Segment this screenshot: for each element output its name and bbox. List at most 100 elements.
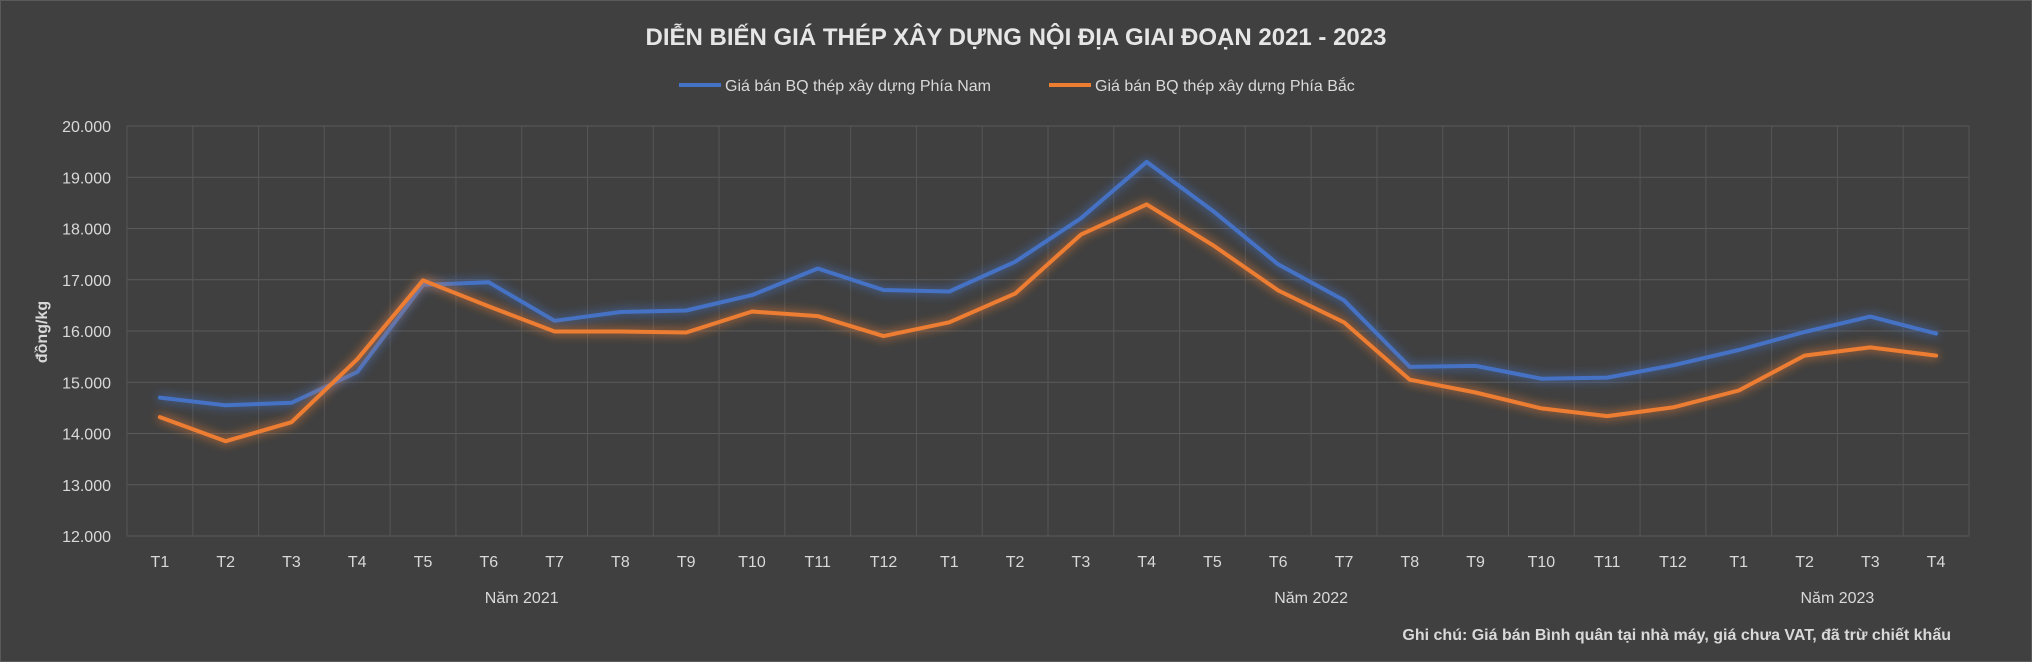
data-point-south <box>158 396 162 400</box>
data-point-south <box>618 310 622 314</box>
data-point-south <box>750 293 754 297</box>
x-tick-label: T2 <box>1006 554 1025 571</box>
chart-title: DIỄN BIẾN GIÁ THÉP XÂY DỰNG NỘI ĐỊA GIAI… <box>646 22 1387 51</box>
data-point-south <box>1079 216 1083 220</box>
data-point-north <box>224 439 228 443</box>
x-tick-label: T10 <box>738 554 766 571</box>
x-tick-label: T6 <box>1269 554 1288 571</box>
series-lines <box>157 159 1939 444</box>
data-point-south <box>1474 364 1478 368</box>
legend-label-north: Giá bán BQ thép xây dựng Phía Bắc <box>1095 76 1355 95</box>
x-tick-label: T9 <box>1466 554 1485 571</box>
y-tick-label: 16.000 <box>62 324 111 341</box>
data-point-south <box>1408 365 1412 369</box>
x-tick-label: T12 <box>1659 554 1687 571</box>
y-axis-label: đồng/kg <box>34 301 51 363</box>
y-tick-label: 17.000 <box>62 273 111 290</box>
data-point-south <box>1013 260 1017 264</box>
data-point-south <box>684 309 688 312</box>
data-point-south <box>1539 377 1543 381</box>
data-point-north <box>1474 391 1478 394</box>
data-point-north <box>882 334 886 338</box>
data-point-north <box>553 330 557 334</box>
x-tick-label: T2 <box>1795 554 1814 571</box>
y-tick-label: 15.000 <box>62 375 111 392</box>
data-point-north <box>1868 345 1872 349</box>
data-point-north <box>1342 320 1346 324</box>
data-point-north <box>1145 202 1149 206</box>
x-tick-label: T8 <box>1400 554 1419 571</box>
x-tick-label: T3 <box>1861 554 1880 571</box>
data-point-south <box>487 280 491 284</box>
data-point-south <box>816 266 820 270</box>
x-group-label: Năm 2023 <box>1801 590 1875 607</box>
data-point-north <box>618 330 622 334</box>
data-point-north <box>1605 414 1609 418</box>
x-tick-label: T8 <box>611 554 630 571</box>
series-line-north <box>157 202 1939 444</box>
y-tick-label: 13.000 <box>62 478 111 495</box>
y-axis-ticks: 12.000 13.000 14.000 15.000 16.000 17.000 18.0… <box>62 119 111 546</box>
x-tick-label: T6 <box>479 554 498 571</box>
data-point-north <box>355 357 359 361</box>
x-group-label: Năm 2021 <box>485 590 559 607</box>
data-point-south <box>1671 363 1675 367</box>
data-point-north <box>684 331 688 335</box>
legend: Giá bán BQ thép xây dựng Phía Nam Giá bá… <box>679 76 1355 95</box>
data-point-south <box>553 319 557 323</box>
data-point-north <box>1934 354 1938 358</box>
x-tick-label: T1 <box>940 554 959 571</box>
x-tick-label: T11 <box>1594 554 1620 571</box>
x-tick-label: T1 <box>151 554 170 571</box>
x-tick-label: T4 <box>1137 554 1156 571</box>
data-point-south <box>1737 348 1741 352</box>
data-point-north <box>487 304 491 308</box>
data-point-north <box>1276 289 1280 293</box>
data-point-south <box>355 370 359 374</box>
legend-label-south: Giá bán BQ thép xây dựng Phía Nam <box>725 78 991 95</box>
series-line-south <box>157 159 1939 408</box>
x-tick-label: T9 <box>677 554 696 571</box>
x-tick-label: T11 <box>805 554 831 571</box>
data-point-south <box>224 403 228 407</box>
x-tick-label: T3 <box>282 554 301 571</box>
x-tick-label: T5 <box>1203 554 1222 571</box>
data-point-north <box>816 314 820 318</box>
x-tick-label: T10 <box>1528 554 1556 571</box>
y-tick-label: 19.000 <box>62 170 111 187</box>
x-tick-label: T4 <box>1927 554 1946 571</box>
x-tick-label: T12 <box>870 554 898 571</box>
x-tick-label: T5 <box>414 554 433 571</box>
footnote: Ghi chú: Giá bán Bình quân tại nhà máy, … <box>1402 627 1951 644</box>
x-tick-label: T2 <box>216 554 235 571</box>
data-point-south <box>289 401 293 405</box>
data-point-south <box>947 290 951 294</box>
y-tick-label: 18.000 <box>62 222 111 239</box>
data-point-south <box>1803 330 1807 334</box>
data-point-south <box>1605 376 1609 380</box>
x-tick-label: T4 <box>348 554 367 571</box>
x-group-label: Năm 2022 <box>1274 590 1348 607</box>
data-point-north <box>1013 292 1017 296</box>
data-point-north <box>289 420 293 424</box>
data-point-north <box>421 278 425 282</box>
data-point-north <box>1803 354 1807 358</box>
x-tick-label: T3 <box>1072 554 1091 571</box>
data-point-south <box>1210 209 1214 213</box>
data-point-south <box>1868 315 1872 319</box>
data-point-south <box>1342 298 1346 302</box>
data-point-south <box>1145 160 1149 164</box>
data-point-south <box>882 288 886 292</box>
x-tick-label: T7 <box>545 554 564 571</box>
y-tick-label: 14.000 <box>62 427 111 444</box>
data-point-north <box>158 415 162 419</box>
data-point-north <box>1737 388 1741 392</box>
data-point-north <box>1079 233 1083 237</box>
x-axis-ticks: T1 T2 T3 T4 T5 T6 T7 T8 T9 T10 T11 T12 T1 T2 T3 T4 T5 T6 T… <box>151 554 1946 571</box>
y-tick-label: 20.000 <box>62 119 111 136</box>
data-point-north <box>750 310 754 314</box>
data-point-north <box>1210 243 1214 247</box>
data-point-north <box>1539 406 1543 410</box>
data-point-south <box>1934 332 1938 336</box>
